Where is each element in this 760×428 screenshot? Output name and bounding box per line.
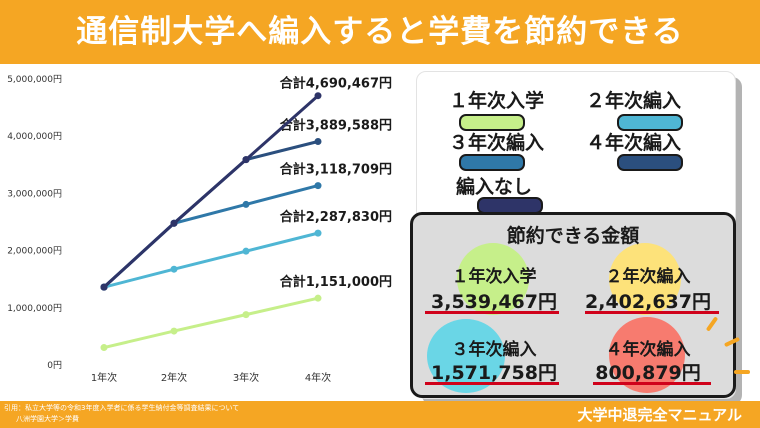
- total-label: 合計4,690,467円: [280, 76, 392, 92]
- series-line: [102, 184, 319, 289]
- savings-value-year3: 1,571,758円: [431, 362, 557, 384]
- savings-label-year3: ３年次編入: [451, 340, 537, 360]
- header-bar: [0, 0, 760, 64]
- series-line: [103, 296, 319, 350]
- savings-blob-year4: [609, 317, 685, 393]
- legend-label-year3: ３年次編入: [449, 132, 545, 154]
- legend-swatch-year2: [617, 114, 683, 131]
- savings-blob-year1: [457, 243, 529, 315]
- y-tick-label: 4,000,000円: [7, 131, 62, 142]
- savings-title: 節約できる金額: [506, 225, 640, 247]
- line-chart: 0円 1,000,000円 2,000,000円 3,000,000円 4,000,00…: [7, 74, 392, 384]
- y-tick-label: 2,000,000円: [7, 246, 62, 257]
- savings-value-year2: 2,402,637円: [585, 291, 711, 313]
- legend-label-year4: ４年次編入: [586, 132, 682, 154]
- data-point: [314, 92, 322, 100]
- data-point: [100, 283, 108, 291]
- x-tick-label: 2年次: [161, 371, 187, 384]
- data-point: [242, 311, 250, 319]
- data-point: [242, 156, 250, 164]
- footer-source: 八洲学園大学＞学費: [16, 415, 79, 423]
- savings-label-year4: ４年次編入: [605, 340, 691, 360]
- legend-label-year2: ２年次編入: [586, 90, 682, 112]
- legend-swatch-year4: [617, 154, 683, 171]
- footer-brand: 大学中退完全マニュアル: [577, 406, 742, 424]
- data-point: [170, 219, 178, 227]
- legend-swatch-year3: [459, 154, 525, 171]
- series-line: [102, 94, 319, 289]
- x-tick-label: 3年次: [233, 371, 259, 384]
- data-point: [314, 182, 322, 190]
- page-title: 通信制大学へ編入すると学費を節約できる: [76, 14, 684, 50]
- savings-underline-year1: [425, 311, 559, 314]
- legend-swatch-year1: [459, 114, 525, 131]
- data-point: [314, 229, 322, 237]
- x-tick-label: 1年次: [91, 371, 117, 384]
- accent-dash: [734, 370, 750, 374]
- data-point: [170, 327, 178, 335]
- footer-bar: [0, 401, 760, 428]
- savings-blob-year3: [427, 319, 505, 393]
- savings-underline-year2: [585, 311, 719, 314]
- savings-value-year1: 3,539,467円: [431, 291, 557, 313]
- savings-blob-year2: [609, 243, 681, 315]
- data-point: [170, 265, 178, 273]
- x-tick-label: 4年次: [305, 371, 331, 384]
- total-label: 合計1,151,000円: [280, 274, 392, 290]
- y-tick-label: 5,000,000円: [7, 74, 62, 85]
- savings-box: 節約できる金額 １年次入学 3,539,467円 ２年次編入 2,402,637…: [410, 212, 736, 398]
- savings-underline-year3: [425, 382, 559, 385]
- legend-label-year1: １年次入学: [449, 90, 545, 112]
- y-tick-label: 0円: [47, 360, 62, 371]
- savings-value-year4: 800,879円: [595, 362, 701, 384]
- data-point: [242, 200, 250, 208]
- y-tick-label: 1,000,000円: [7, 303, 62, 314]
- data-point: [314, 294, 322, 302]
- data-point: [242, 247, 250, 255]
- total-label: 合計2,287,830円: [280, 209, 392, 225]
- footer-citation: 引用：私立大学等の令和3年度入学者に係る学生納付金等調査結果について: [4, 404, 240, 412]
- series-line: [103, 231, 319, 289]
- y-tick-label: 3,000,000円: [7, 188, 62, 199]
- total-label: 合計3,889,588円: [280, 118, 392, 134]
- savings-label-year2: ２年次編入: [605, 267, 691, 287]
- total-label: 合計3,118,709円: [280, 162, 392, 178]
- data-point: [314, 138, 322, 146]
- savings-label-year1: １年次入学: [451, 267, 537, 287]
- savings-underline-year4: [593, 382, 711, 385]
- data-point: [100, 344, 108, 352]
- legend-label-none: 編入なし: [456, 176, 533, 198]
